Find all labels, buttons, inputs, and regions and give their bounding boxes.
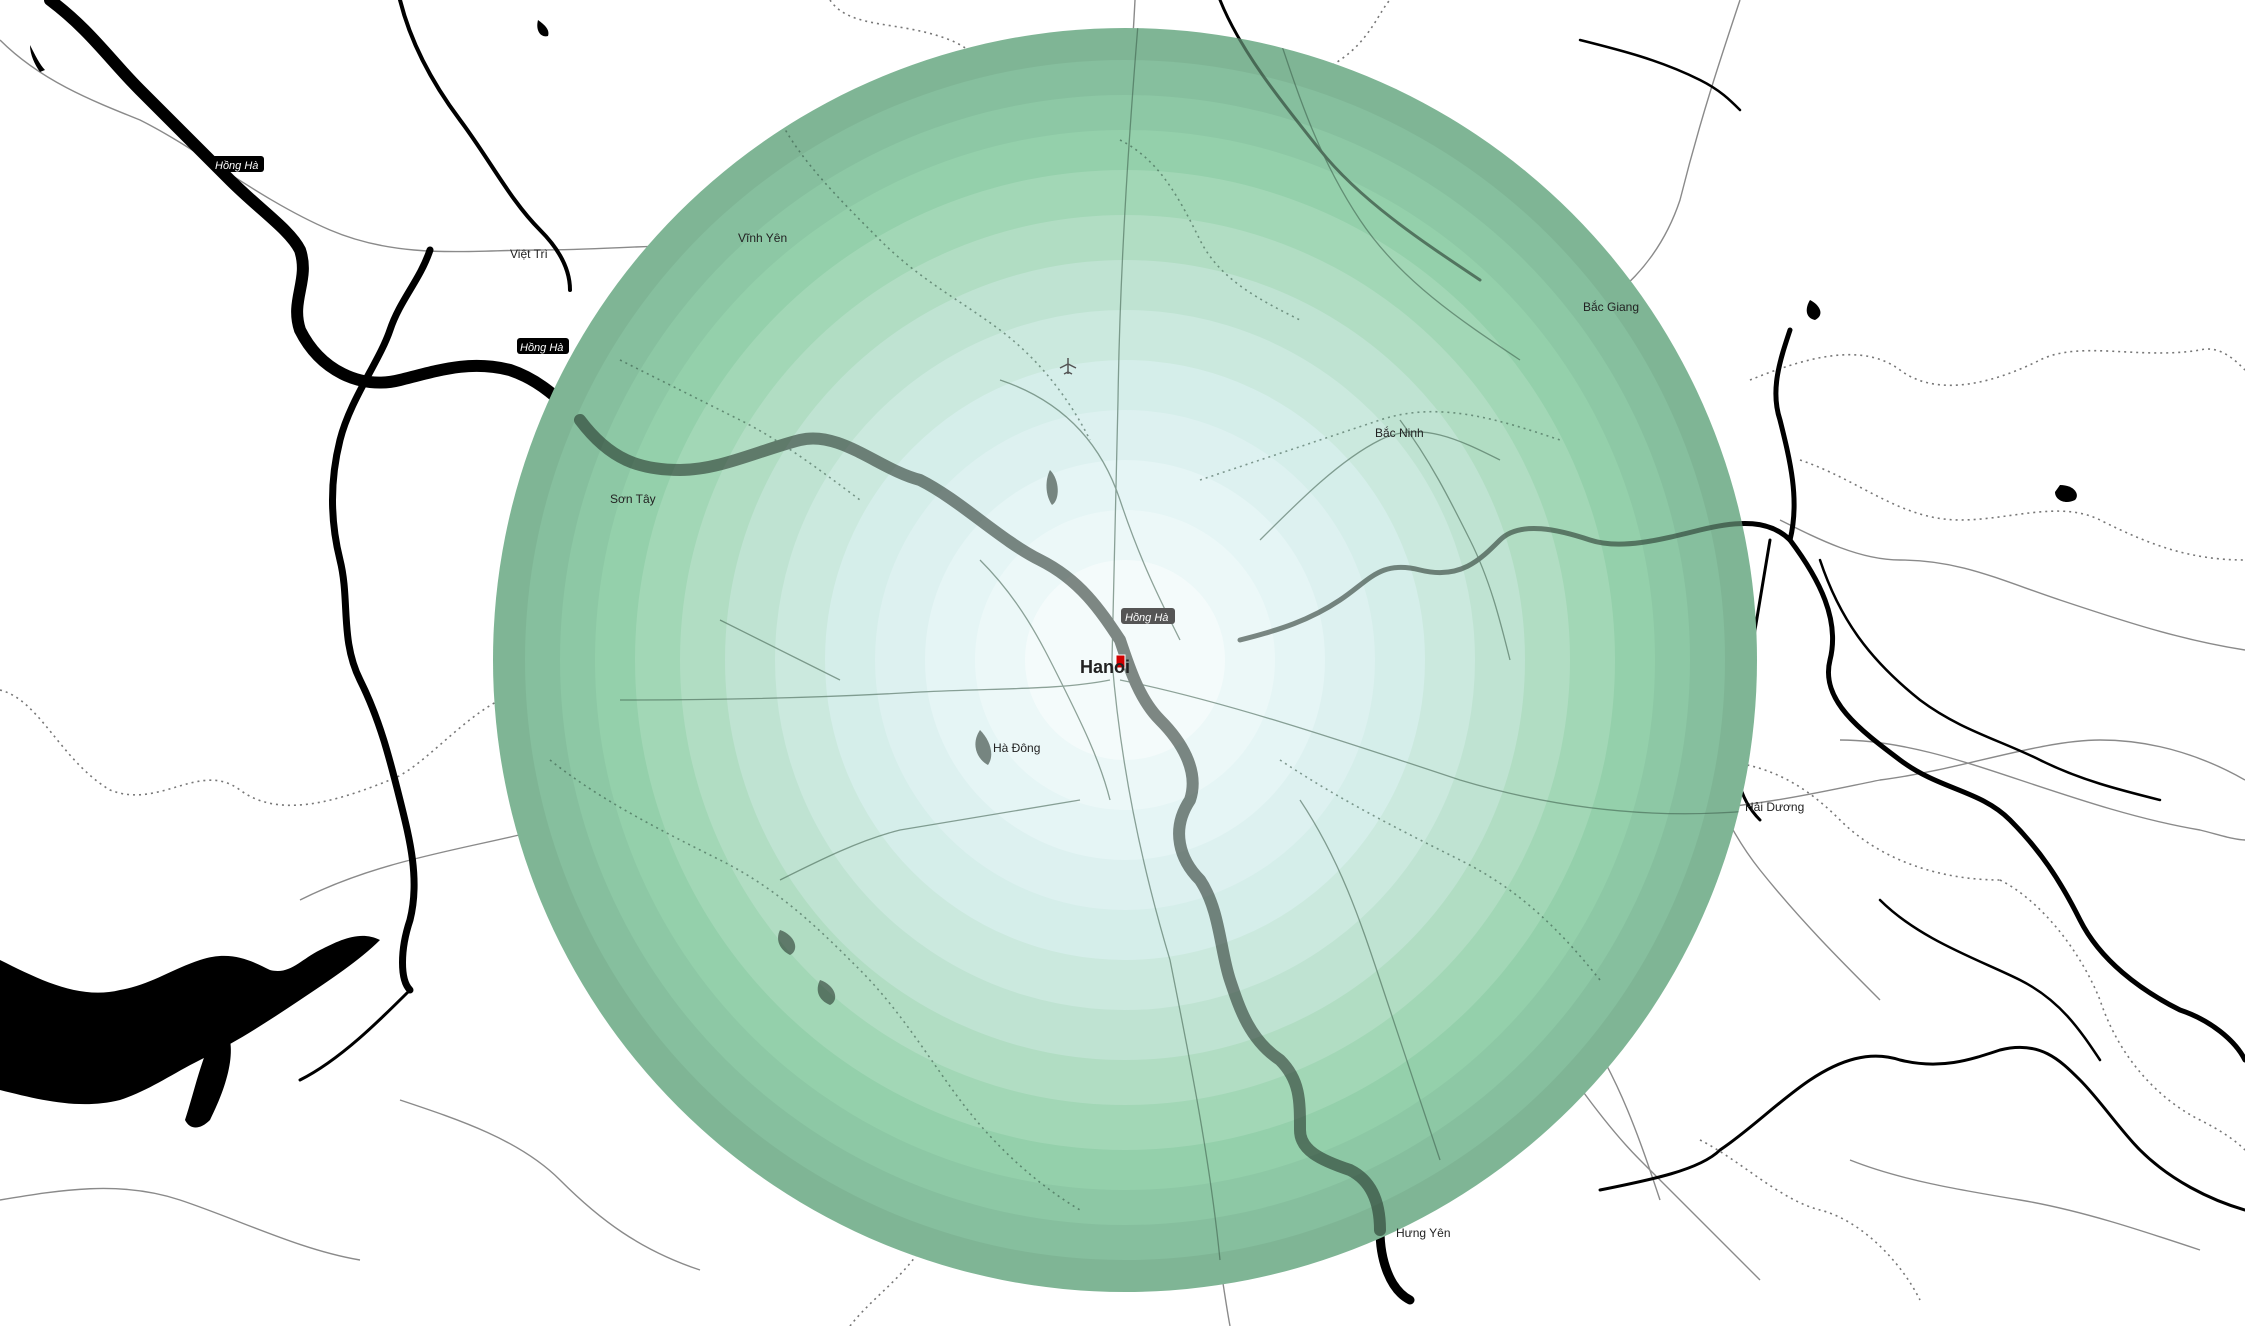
place-label-son-tay: Sơn Tây — [610, 492, 656, 506]
place-label-hai-duong: Hải Dương — [1745, 800, 1804, 814]
river-label-hong-ha-1: Hồng Hà — [215, 160, 258, 172]
place-label-viet-tri: Việt Trì — [510, 247, 548, 261]
place-label-hung-yen: Hưng Yên — [1396, 1226, 1451, 1240]
river-labels: Hồng Hà Hồng Hà Hồng Hà — [212, 156, 1175, 624]
river-label-hong-ha-2: Hồng Hà — [520, 342, 563, 354]
place-label-vinh-yen: Vĩnh Yên — [738, 231, 787, 245]
river-label-hong-ha-3: Hồng Hà — [1125, 612, 1168, 624]
place-label-bac-ninh: Bắc Ninh — [1375, 425, 1424, 440]
airport-icon — [1059, 358, 1077, 375]
place-label-bac-giang: Bắc Giang — [1583, 299, 1639, 314]
inner-features — [549, 28, 1757, 1261]
place-labels: Hanoi Việt Trì Vĩnh Yên Sơn Tây Bắc Ninh… — [510, 231, 1804, 1240]
place-label-ha-dong: Hà Đông — [993, 741, 1040, 755]
location-marker-icon[interactable] — [1115, 654, 1126, 669]
place-label-hanoi: Hanoi — [1080, 657, 1130, 677]
